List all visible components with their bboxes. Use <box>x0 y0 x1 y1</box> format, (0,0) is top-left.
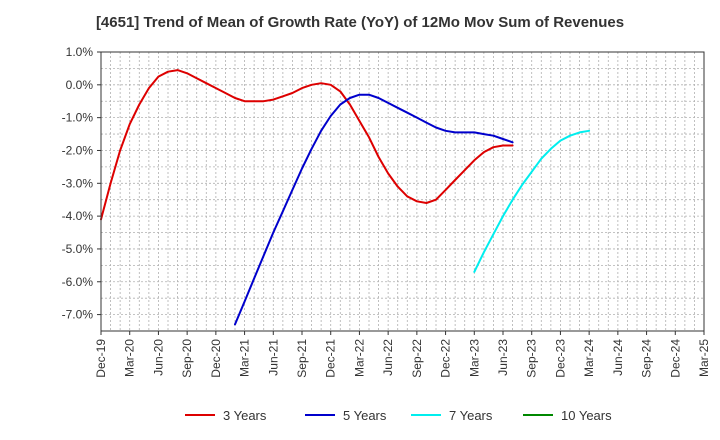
x-tick-label: Sep-23 <box>525 339 539 378</box>
legend-label-10-years: 10 Years <box>561 408 612 423</box>
x-tick-label: Jun-24 <box>611 339 625 376</box>
x-tick-label: Sep-21 <box>295 339 309 378</box>
y-tick-label: -1.0% <box>62 111 94 125</box>
y-tick-label: -2.0% <box>62 143 94 157</box>
legend-label-3-years: 3 Years <box>223 408 267 423</box>
x-tick-label: Dec-20 <box>209 339 223 378</box>
gridlines <box>101 52 704 331</box>
x-tick-label: Dec-23 <box>553 339 567 378</box>
legend-label-7-years: 7 Years <box>449 408 493 423</box>
x-tick-label: Sep-20 <box>180 339 194 378</box>
y-tick-label: -6.0% <box>62 275 94 289</box>
axes: 1.0% 0.0% -1.0% -2.0% -3.0% -4.0% -5.0% -6.0% -7… <box>62 45 711 378</box>
series-line-3-years <box>100 69 514 221</box>
x-tick-label: Mar-21 <box>238 339 252 377</box>
x-tick-label: Jun-21 <box>266 339 280 376</box>
chart-title: [4651] Trend of Mean of Growth Rate (YoY… <box>95 14 625 31</box>
y-tick-label: -3.0% <box>62 176 94 190</box>
x-tick-label: Dec-22 <box>439 339 453 378</box>
x-tick-label: Jun-20 <box>151 339 165 376</box>
x-tick-label: Dec-19 <box>94 339 108 378</box>
y-tick-label: -7.0% <box>62 308 94 322</box>
x-tick-label: Dec-21 <box>324 339 338 378</box>
x-tick-label: Dec-24 <box>668 339 682 378</box>
x-tick-label: Sep-22 <box>410 339 424 378</box>
x-tick-label: Jun-23 <box>496 339 510 376</box>
plot-frame <box>100 51 705 332</box>
x-tick-label: Mar-23 <box>467 339 481 377</box>
y-tick-label: -4.0% <box>62 209 94 223</box>
legend-label-5-years: 5 Years <box>343 408 387 423</box>
y-tick-label: 0.0% <box>66 78 94 92</box>
x-tick-label: Mar-20 <box>123 339 137 377</box>
x-tick-label: Sep-24 <box>640 339 654 378</box>
x-tick-label: Mar-24 <box>582 339 596 377</box>
x-tick-label: Mar-25 <box>697 339 711 377</box>
y-tick-label: -5.0% <box>62 242 94 256</box>
series-line-7-years <box>473 129 591 273</box>
y-tick-label: 1.0% <box>66 45 94 59</box>
x-tick-label: Jun-22 <box>381 339 395 376</box>
series-layer <box>100 69 591 326</box>
series-line-5-years <box>234 93 514 326</box>
x-tick-label: Mar-22 <box>352 339 366 377</box>
legend: 3 Years 5 Years 7 Years 10 Years <box>185 408 612 423</box>
